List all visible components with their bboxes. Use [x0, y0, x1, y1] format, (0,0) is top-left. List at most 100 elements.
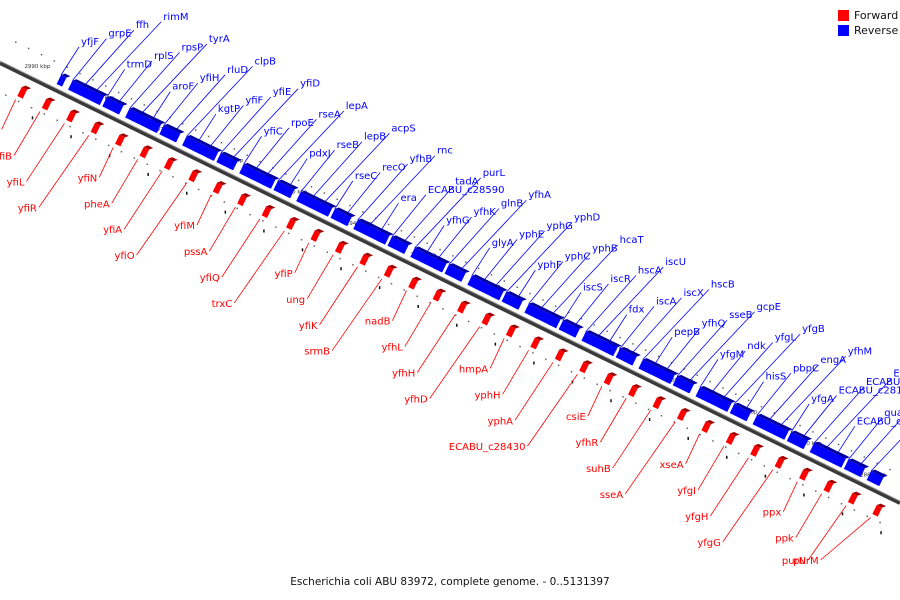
leader-line — [331, 278, 383, 351]
leader-line — [517, 269, 536, 299]
guide-dot — [133, 157, 136, 159]
gene-label-rseb: rseB — [337, 140, 359, 151]
guide-dot — [416, 295, 418, 298]
forward-gene-yfik — [359, 252, 374, 266]
leader-line — [505, 222, 573, 293]
gene-label-hmpa: hmpA — [459, 364, 488, 375]
guide-dot — [879, 521, 881, 524]
leader-line — [688, 311, 755, 383]
leader-line — [163, 82, 199, 126]
leader-line — [699, 359, 719, 388]
guide-dot — [182, 123, 184, 125]
guide-tick — [687, 436, 689, 440]
guide-dot — [143, 104, 146, 106]
guide-dot — [17, 100, 20, 103]
leader-line — [859, 419, 900, 466]
forward-gene-trxc — [286, 216, 300, 230]
guide-dot — [593, 324, 596, 326]
reverse-gene-iscr — [570, 324, 584, 338]
guide-dot — [40, 53, 43, 56]
gene-label-gcpe: gcpE — [756, 302, 781, 313]
leader-line — [38, 135, 90, 208]
guide-dot — [195, 129, 197, 131]
forward-gene-nadb — [408, 276, 422, 290]
leader-line — [585, 275, 637, 332]
guide-dot — [249, 213, 251, 216]
reverse-gene-rimm — [90, 90, 109, 106]
guide-dot — [622, 396, 624, 398]
gene-label-yfhg: yfhG — [446, 216, 470, 227]
forward-gene-suhb — [652, 396, 667, 410]
reverse-swatch — [838, 25, 849, 36]
reverse-gene-yfgf — [866, 469, 888, 487]
leader-line — [685, 433, 700, 465]
reverse-gene-iscx — [627, 352, 641, 366]
leader-line — [676, 319, 728, 377]
leader-line — [745, 381, 764, 410]
leader-line — [123, 170, 163, 230]
reverse-gene-yfgl — [718, 397, 736, 412]
guide-dot — [310, 185, 313, 188]
gene-label-iscx: iscX — [683, 288, 703, 299]
guide-tick — [841, 512, 844, 516]
guide-dot — [377, 276, 380, 279]
leader-line — [60, 46, 80, 76]
leader-line — [425, 225, 445, 254]
gene-label-hiss: hisS — [766, 372, 787, 383]
forward-gene-yfhd — [481, 312, 496, 326]
gene-label-purl: purL — [483, 168, 506, 179]
leader-line — [404, 302, 432, 347]
leader-line — [482, 239, 518, 282]
leader-line — [186, 66, 253, 137]
guide-dot — [606, 330, 608, 333]
reverse-gene-yphg — [490, 285, 508, 301]
gene-label-yfga: yfgA — [811, 394, 834, 405]
gene-label-iscr: iscR — [610, 274, 630, 285]
guide-dot — [352, 264, 354, 266]
gene-label-ecabu-c28140: ECABU_c28140 — [866, 377, 900, 388]
guide-tick — [186, 191, 188, 195]
leader-line — [825, 378, 892, 449]
reverse-gene-fdx — [604, 341, 622, 357]
gene-label-yfgh: yfgH — [685, 512, 708, 523]
reverse-gene-yfhq — [661, 369, 679, 385]
gene-label-purm: purM — [793, 556, 818, 567]
gene-label-rnc: rnc — [437, 146, 453, 157]
guide-dot — [467, 320, 470, 323]
forward-gene-yfir — [90, 121, 105, 135]
leader-line — [471, 247, 491, 277]
gene-label-purn: purN — [782, 556, 806, 567]
guide-dot — [837, 443, 840, 446]
gene-label-acps: acpS — [391, 123, 415, 134]
gene-label-rimm: rimM — [163, 12, 188, 23]
leader-line — [288, 158, 308, 187]
guide-dot — [105, 85, 107, 87]
leader-line — [129, 52, 180, 109]
leader-line — [551, 244, 618, 316]
guide-dot — [79, 72, 81, 75]
guide-dot — [542, 299, 544, 301]
forward-gene-hmpa — [505, 324, 520, 338]
guide-dot — [95, 138, 97, 140]
leader-line — [528, 261, 564, 304]
guide-dot — [709, 380, 711, 383]
gene-label-yfic: yfiC — [264, 126, 283, 137]
reverse-gene-gcpe — [684, 380, 698, 394]
leader-line — [221, 218, 261, 278]
guide-dot — [439, 248, 441, 251]
gene-label-yfhq: yfhQ — [702, 319, 726, 330]
guide-dot — [889, 468, 891, 471]
leader-line — [631, 297, 682, 355]
forward-swatch — [838, 10, 849, 21]
guide-dot — [313, 245, 316, 247]
leader-line — [527, 374, 578, 447]
leader-line — [612, 409, 652, 469]
guide-dot — [30, 106, 33, 109]
leader-line — [782, 481, 798, 512]
guide-dot — [747, 399, 750, 402]
leader-line — [368, 155, 436, 226]
leader-line — [197, 113, 217, 143]
legend-forward: Forward — [838, 8, 898, 23]
